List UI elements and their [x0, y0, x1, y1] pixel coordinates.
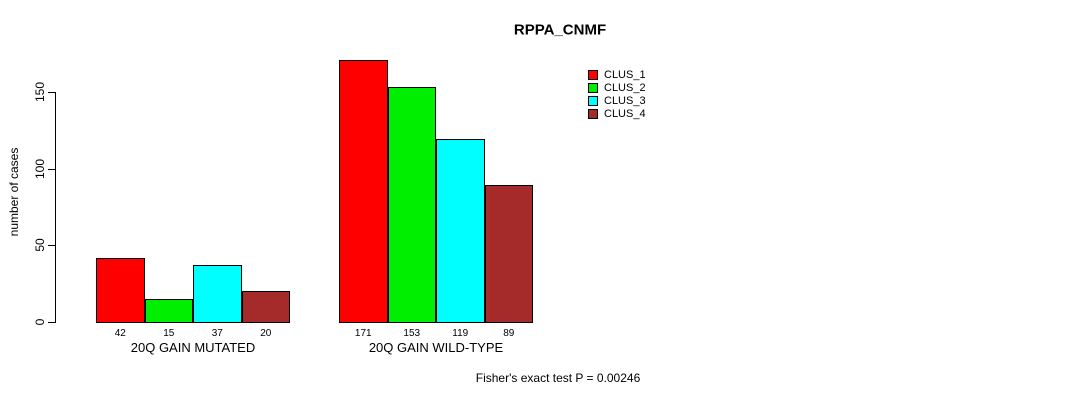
y-tick-label-150: 150 — [33, 81, 47, 102]
bar-clus-2-20q-gain-mutated — [144, 298, 193, 323]
chart-title: RPPA_CNMF — [513, 21, 607, 39]
y-tick-mark-0 — [48, 322, 55, 323]
bar-clus-2-20q-gain-wild-type — [387, 87, 436, 323]
bar-clus-1-20q-gain-wild-type — [339, 59, 388, 323]
legend-item-clus-1: CLUS_1 — [588, 68, 646, 81]
category-label-20q-gain-wild-type: 20Q GAIN WILD-TYPE — [368, 340, 504, 355]
legend-label-clus-4: CLUS_4 — [604, 107, 646, 120]
legend-swatch-clus-4 — [588, 108, 598, 119]
y-tick-label-100: 100 — [33, 158, 47, 179]
bar-value-clus-3-20q-gain-wild-type: 119 — [452, 328, 469, 339]
bar-value-clus-3-20q-gain-mutated: 37 — [211, 328, 223, 339]
bar-value-clus-1-20q-gain-mutated: 42 — [114, 328, 126, 339]
legend-label-clus-3: CLUS_3 — [604, 94, 646, 107]
bar-value-clus-2-20q-gain-mutated: 15 — [163, 328, 175, 339]
bar-clus-1-20q-gain-mutated — [96, 257, 145, 323]
y-tick-mark-150 — [48, 91, 55, 93]
legend-item-clus-3: CLUS_3 — [588, 94, 646, 107]
bar-value-clus-1-20q-gain-wild-type: 171 — [354, 328, 372, 339]
legend-label-clus-1: CLUS_1 — [604, 68, 646, 81]
bar-value-clus-4-20q-gain-mutated: 20 — [260, 328, 272, 339]
y-tick-label-50: 50 — [33, 238, 47, 252]
bar-value-clus-2-20q-gain-wild-type: 153 — [403, 328, 421, 339]
bar-clus-4-20q-gain-wild-type — [484, 185, 533, 323]
y-axis-title: number of cases — [7, 147, 21, 237]
y-tick-mark-100 — [48, 168, 55, 170]
bar-clus-4-20q-gain-mutated — [241, 291, 290, 323]
bar-value-clus-4-20q-gain-wild-type: 89 — [503, 328, 515, 339]
y-tick-label-0: 0 — [33, 318, 47, 326]
y-axis-line — [55, 91, 56, 323]
legend-swatch-clus-1 — [588, 69, 598, 80]
legend-item-clus-4: CLUS_4 — [588, 107, 646, 120]
fishers-test-annotation: Fisher's exact test P = 0.00246 — [475, 371, 641, 385]
bar-clus-3-20q-gain-mutated — [193, 265, 242, 323]
legend-label-clus-2: CLUS_2 — [604, 81, 646, 94]
category-label-20q-gain-mutated: 20Q GAIN MUTATED — [130, 340, 256, 355]
y-tick-mark-50 — [48, 245, 55, 247]
legend-item-clus-2: CLUS_2 — [588, 81, 646, 94]
legend-swatch-clus-2 — [588, 82, 598, 93]
legend-swatch-clus-3 — [588, 95, 598, 106]
bar-clus-3-20q-gain-wild-type — [436, 139, 485, 323]
